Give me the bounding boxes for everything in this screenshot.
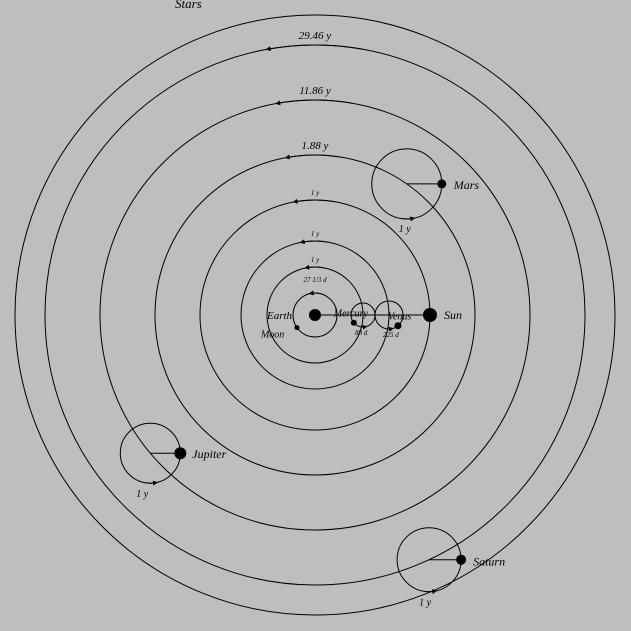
orbit-period-moon: 27 1/3 d	[304, 276, 327, 284]
epicycle-period-mars: 1 y	[399, 224, 412, 235]
epicycle-period-venus: 225 d	[383, 331, 399, 339]
orbit-period-stars: Stars	[175, 0, 202, 11]
epicycle-period-mercury: 88 d	[355, 329, 368, 337]
moon-label: Moon	[260, 330, 284, 341]
venus-dot	[394, 322, 401, 329]
sun-label: Sun	[444, 308, 462, 322]
orbit-period-saturn: 29.46 y	[299, 30, 332, 42]
jupiter-dot	[174, 447, 186, 459]
orbit-period-mercury: 1 y	[311, 256, 320, 264]
sun-dot	[423, 308, 437, 322]
orbit-period-sun: 1 y	[311, 189, 320, 197]
geocentric-diagram: 27 1/3 d 1 y 1 y 1 y 1.88 y 11.86 y 29.46 y Sta…	[0, 0, 631, 631]
venus-label: Venus	[388, 312, 411, 323]
earth-label: Earth	[266, 310, 293, 322]
orbit-period-venus: 1 y	[311, 230, 320, 238]
orbit-period-jupiter: 11.86 y	[299, 85, 331, 97]
moon-dot	[294, 325, 299, 330]
mars-label: Mars	[453, 178, 480, 192]
saturn-label: Saturn	[473, 555, 505, 569]
epicycle-period-jupiter: 1 y	[136, 489, 149, 500]
orbit-period-mars: 1.88 y	[302, 140, 329, 152]
mercury-label: Mercury	[333, 309, 369, 320]
epicycle-period-saturn: 1 y	[419, 598, 432, 609]
mercury-dot	[351, 320, 357, 326]
earth-dot	[309, 309, 321, 321]
mars-dot	[437, 179, 446, 188]
jupiter-label: Jupiter	[192, 447, 226, 461]
saturn-dot	[456, 555, 466, 565]
